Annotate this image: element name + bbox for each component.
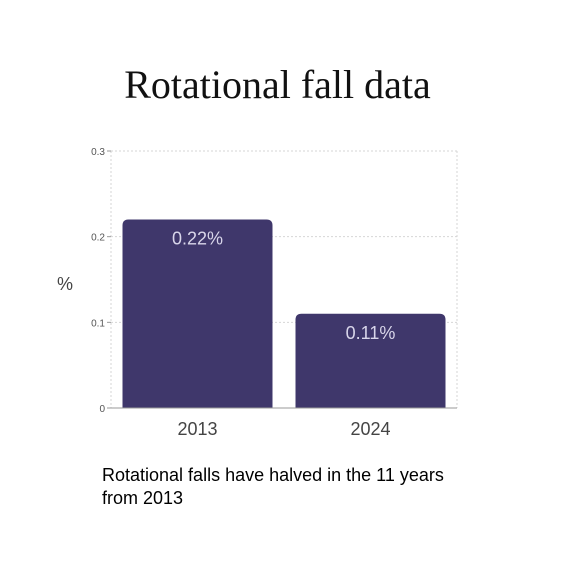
- labels: 0 0.1 0.2 0.3 0.22% 2013 0.11% 2024%: [57, 147, 395, 439]
- y-axis-label: %: [57, 274, 73, 294]
- y-tick-label: 0.3: [91, 147, 105, 158]
- x-category-label: 2013: [177, 419, 217, 439]
- bars: [122, 219, 446, 408]
- y-tick-label: 0.2: [91, 233, 105, 244]
- axes: [107, 150, 457, 409]
- bar: [122, 219, 273, 408]
- bar-data-label: 0.11%: [346, 323, 396, 343]
- chart-title: Rotational fall data: [124, 62, 431, 107]
- y-tick-label: 0.1: [91, 318, 105, 329]
- bar: [295, 313, 446, 408]
- bar-data-label: 0.22%: [172, 229, 223, 249]
- y-tick-label: 0: [99, 404, 105, 415]
- chart-caption: Rotational falls have halved in the 11 y…: [102, 465, 444, 508]
- x-category-label: 2024: [350, 419, 390, 439]
